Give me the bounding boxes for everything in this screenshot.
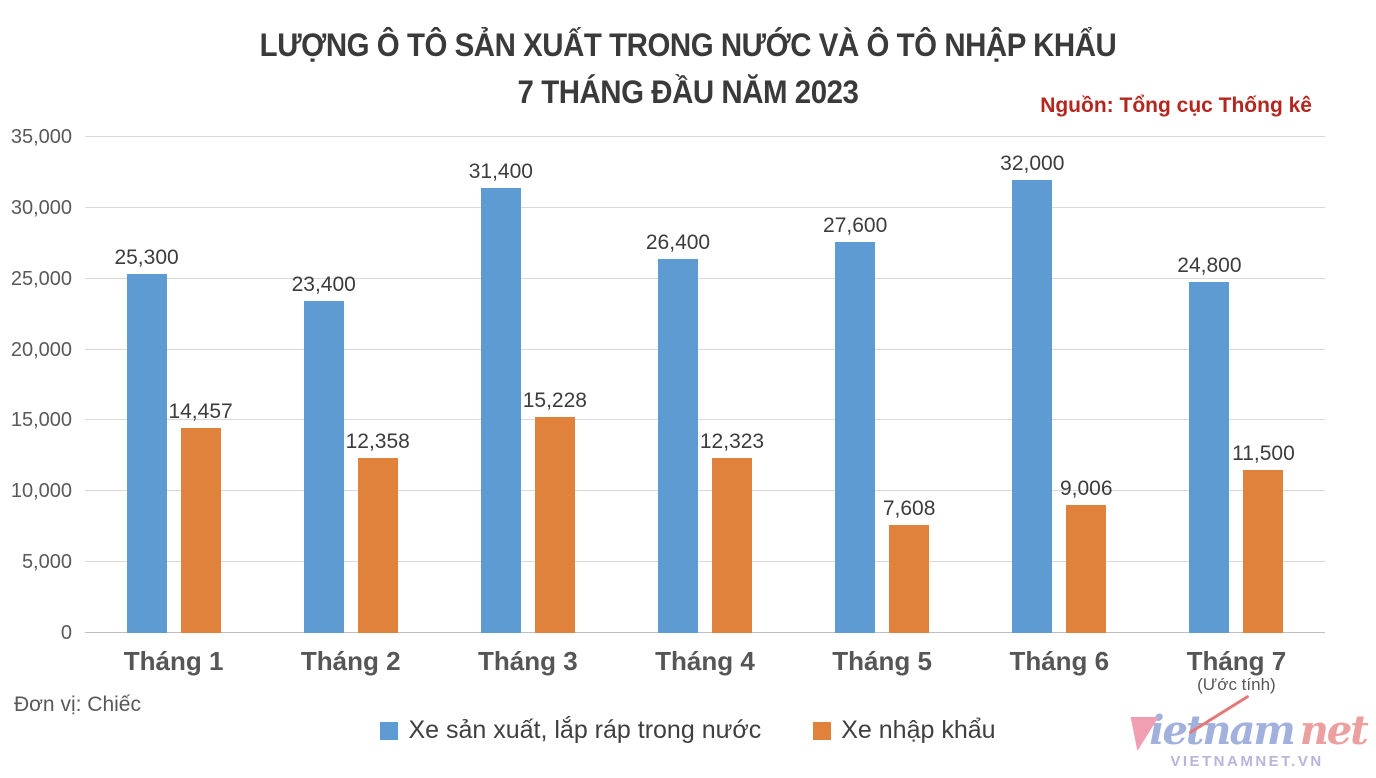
bar <box>889 525 930 633</box>
gridline <box>85 206 1325 208</box>
x-axis-label-text: Tháng 7 <box>1186 646 1287 676</box>
chart-title-line2: 7 THÁNG ĐẦU NĂM 2023 <box>517 74 859 110</box>
y-axis-tick-label: 35,000 <box>10 126 72 148</box>
gridline <box>85 561 1325 563</box>
bar-column: 23,400 <box>292 137 356 633</box>
bar-group: 25,300 14,457 <box>85 137 262 633</box>
source-note: Nguồn: Tổng cục Thống kê <box>1040 94 1312 117</box>
x-axis-label: Tháng 6 <box>971 646 1148 695</box>
x-axis-label-text: Tháng 6 <box>1009 646 1110 676</box>
gridline <box>85 419 1325 421</box>
bar-value-label: 32,000 <box>1000 151 1065 175</box>
y-axis-tick-label: 15,000 <box>10 409 72 432</box>
x-axis-label: Tháng 2 <box>262 646 439 695</box>
bar-value-label: 23,400 <box>291 273 356 297</box>
bar-value-label: 7,608 <box>882 497 936 521</box>
bar <box>1066 505 1107 633</box>
bar-value-label: 12,358 <box>345 429 410 453</box>
bar-column: 15,228 <box>523 137 587 633</box>
bar-column: 11,500 <box>1232 137 1295 633</box>
x-axis-labels: Tháng 1 Tháng 2 Tháng 3 Tháng 4 Tháng 5 Tháng… <box>85 646 1325 695</box>
bar-value-label: 25,300 <box>114 246 179 270</box>
legend-item: Xe sản xuất, lắp ráp trong nước <box>380 716 761 745</box>
bar-group: 26,400 12,323 <box>616 137 793 633</box>
x-axis-label: Tháng 7 (Ước tính) <box>1148 646 1325 695</box>
bar-column: 26,400 <box>646 137 710 633</box>
bar <box>180 428 221 633</box>
bar <box>1243 470 1284 633</box>
unit-note: Đơn vị: Chiếc <box>14 693 141 716</box>
bar <box>835 241 876 633</box>
bar-column: 7,608 <box>883 137 935 633</box>
bar-group: 23,400 12,358 <box>262 137 439 633</box>
bar <box>1189 281 1230 633</box>
bars-container: 25,300 14,457 23,400 12,358 31,400 15,228 26,4… <box>85 137 1325 633</box>
bar-value-label: 31,400 <box>468 160 533 184</box>
bar-value-label: 27,600 <box>823 213 888 237</box>
x-axis-label: Tháng 1 <box>85 646 262 695</box>
y-axis-tick-label: 30,000 <box>10 196 72 219</box>
x-axis-label-text: Tháng 1 <box>123 646 224 676</box>
y-axis-tick-label: 20,000 <box>10 338 72 361</box>
gridline <box>85 277 1325 279</box>
bar-value-label: 12,323 <box>699 430 765 454</box>
x-axis-label: Tháng 4 <box>616 646 793 695</box>
legend-swatch <box>813 721 832 740</box>
legend-swatch <box>380 721 399 740</box>
bar-value-label: 11,500 <box>1232 442 1295 466</box>
bar-group: 27,600 7,608 <box>794 137 971 633</box>
y-axis-tick-label: 5,000 <box>21 551 72 574</box>
x-axis-label: Tháng 3 <box>439 646 616 695</box>
x-axis-label: Tháng 5 <box>794 646 971 695</box>
vietnamnet-logo-url: VIETNAMNET.VN <box>1170 753 1324 770</box>
bar-column: 12,323 <box>700 137 764 633</box>
bar-value-label: 26,400 <box>645 230 711 254</box>
chart-title-line1: LƯỢNG Ô TÔ SẢN XUẤT TRONG NƯỚC VÀ Ô TÔ N… <box>259 27 1117 63</box>
plot-area: 0 5,000 10,000 15,000 20,000 25,000 30,000 35,0… <box>11 126 1325 644</box>
x-axis-label-text: Tháng 4 <box>655 646 755 676</box>
bar-group: 31,400 15,228 <box>439 137 616 633</box>
gridline <box>85 632 1325 633</box>
gridline <box>85 348 1325 350</box>
legend-item: Xe nhập khẩu <box>813 716 996 745</box>
bar-value-label: 14,457 <box>168 400 233 424</box>
gridline <box>85 490 1325 492</box>
bar-group: 32,000 9,006 <box>971 137 1148 633</box>
bar-value-label: 24,800 <box>1177 253 1242 277</box>
bar-column: 14,457 <box>168 137 233 633</box>
x-axis-label-note: (Ước tính) <box>1197 675 1276 694</box>
bar <box>357 457 398 633</box>
bar-value-label: 15,228 <box>522 389 587 413</box>
bar <box>534 417 575 633</box>
bar <box>303 301 344 633</box>
y-axis-tick-label: 25,000 <box>10 267 72 290</box>
bar <box>126 274 167 633</box>
bar <box>1012 179 1053 633</box>
y-axis-tick-label: 0 <box>60 622 72 644</box>
x-axis-label-text: Tháng 3 <box>478 646 578 676</box>
legend-label: Xe sản xuất, lắp ráp trong nước <box>408 716 762 744</box>
gridline <box>85 136 1325 137</box>
bar-column: 25,300 <box>114 137 179 633</box>
bar-column: 24,800 <box>1177 137 1242 633</box>
y-axis-tick-label: 10,000 <box>10 480 72 503</box>
bar <box>711 458 752 633</box>
bar <box>657 258 698 633</box>
bar-column: 12,358 <box>346 137 410 633</box>
bar-column: 9,006 <box>1060 137 1113 633</box>
x-axis-label-text: Tháng 2 <box>300 646 401 676</box>
x-axis-label-text: Tháng 5 <box>832 646 932 676</box>
bar <box>480 188 521 633</box>
bar-column: 27,600 <box>823 137 887 633</box>
legend: Xe sản xuất, lắp ráp trong nước Xe nhập k… <box>0 716 1376 745</box>
bar-value-label: 9,006 <box>1059 477 1113 501</box>
bar-column: 32,000 <box>1000 137 1064 633</box>
bar-group: 24,800 11,500 <box>1148 137 1325 633</box>
legend-label: Xe nhập khẩu <box>841 716 996 744</box>
chart-title: LƯỢNG Ô TÔ SẢN XUẤT TRONG NƯỚC VÀ Ô TÔ N… <box>0 22 1376 116</box>
bar-column: 31,400 <box>469 137 533 633</box>
